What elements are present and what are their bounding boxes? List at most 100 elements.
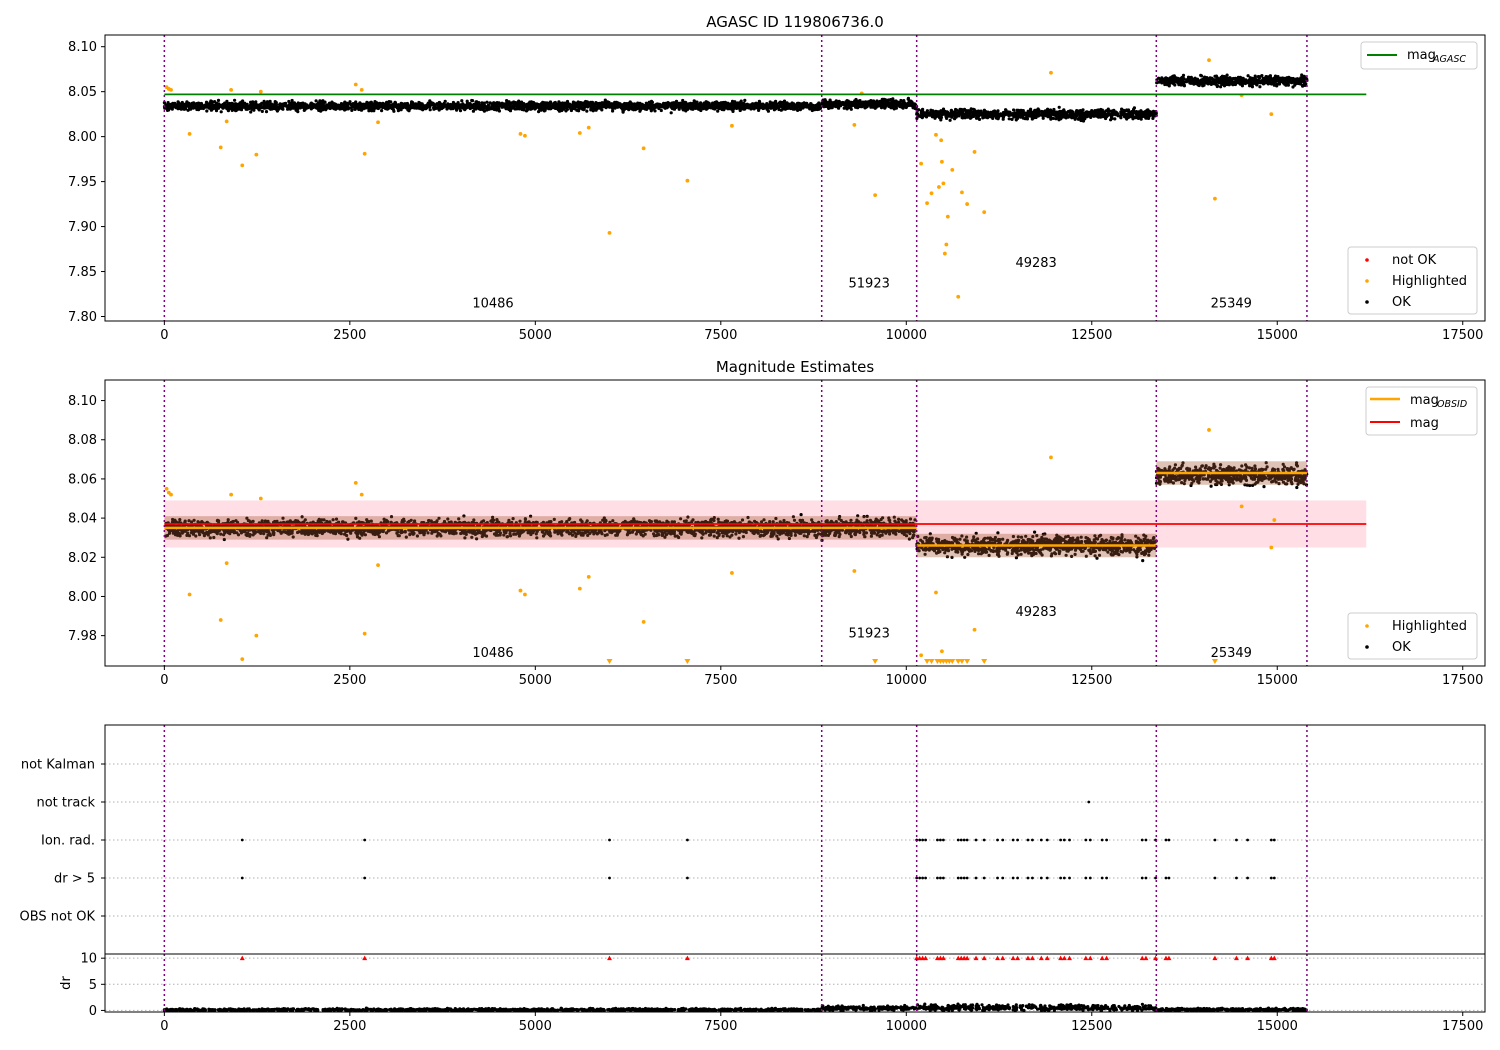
flag-point xyxy=(1026,838,1030,842)
agasc-panel-legend-bottom: not OK Highlighted OK xyxy=(1347,246,1478,315)
flag-point xyxy=(996,838,999,842)
below-range-marker xyxy=(924,659,931,664)
highlighted-point xyxy=(523,592,527,597)
flag-point xyxy=(1164,876,1168,880)
highlighted-point xyxy=(376,120,380,125)
x-tick-label: 12500 xyxy=(1071,328,1112,343)
flag-point xyxy=(686,838,689,842)
x-tick-label: 10000 xyxy=(886,673,927,688)
legend-not-ok-label: not OK xyxy=(1392,253,1437,268)
dr-clipped-marker xyxy=(1029,955,1035,961)
x-tick-label: 0 xyxy=(160,673,168,688)
flag-point xyxy=(941,876,945,880)
flag-point xyxy=(240,838,244,842)
flag-point xyxy=(1011,876,1015,880)
flag-point xyxy=(1154,876,1157,880)
flag-point xyxy=(1272,876,1276,880)
flag-point xyxy=(1059,876,1063,880)
flag-point xyxy=(924,838,927,842)
legend-obsid-label: mag xyxy=(1410,393,1439,408)
flag-point xyxy=(1213,876,1217,880)
flag-point xyxy=(996,876,999,880)
below-range-marker xyxy=(981,659,988,664)
highlighted-point xyxy=(972,627,977,632)
flag-point xyxy=(1039,876,1043,880)
below-range-marker xyxy=(949,659,956,664)
flag-point xyxy=(939,838,942,842)
highlighted-point xyxy=(376,563,380,568)
flag-point xyxy=(956,876,960,880)
highlighted-point xyxy=(577,131,582,135)
dr-panel-frame xyxy=(104,953,1486,1013)
legend-box xyxy=(1347,612,1478,660)
x-tick-label: 7500 xyxy=(704,328,737,343)
dr-clipped-marker xyxy=(684,955,690,961)
x-tick-label: 7500 xyxy=(704,1019,737,1034)
flag-point xyxy=(1045,838,1049,842)
highlighted-point xyxy=(919,161,924,166)
flag-point xyxy=(939,876,942,880)
below-range-marker xyxy=(684,659,691,664)
highlighted-point xyxy=(218,618,223,622)
x-tick-label: 2500 xyxy=(333,328,366,343)
y-tick-label: 7.85 xyxy=(68,265,97,280)
dr-clipped-marker xyxy=(1271,955,1277,961)
y-tick-label: 8.04 xyxy=(68,512,97,527)
highlighted-point xyxy=(1049,455,1053,460)
y-tick-label: 8.02 xyxy=(68,551,97,566)
x-tick-label: 10000 xyxy=(886,1019,927,1034)
legend-ok-marker xyxy=(1365,300,1369,304)
highlighted-point xyxy=(972,150,977,154)
flag-point xyxy=(1088,838,1092,842)
dr-clipped-marker xyxy=(1061,955,1067,961)
flag-point xyxy=(1272,838,1276,842)
x-tick-label: 15000 xyxy=(1257,328,1298,343)
legend-box xyxy=(1360,41,1478,70)
legend-ok-marker xyxy=(1365,645,1369,649)
highlighted-point xyxy=(254,152,259,157)
flag-point xyxy=(982,838,986,842)
highlighted-point xyxy=(873,193,878,197)
flag-point xyxy=(1062,838,1066,842)
flag-point xyxy=(959,876,963,880)
flag-point xyxy=(1144,876,1148,880)
flag-point xyxy=(686,876,689,880)
x-tick-label: 17500 xyxy=(1442,1019,1483,1034)
dr-clipped-marker xyxy=(1044,955,1050,961)
highlighted-point xyxy=(359,87,364,92)
highlighted-point xyxy=(577,586,582,591)
dr-clipped-marker xyxy=(1166,955,1172,961)
below-range-marker xyxy=(606,659,613,664)
magnitude-panel-legend-bottom: Highlighted OK xyxy=(1347,612,1478,660)
below-range-marker xyxy=(964,659,971,664)
highlighted-point xyxy=(224,561,229,566)
flag-point xyxy=(1269,838,1273,842)
below-range-marker xyxy=(1211,659,1218,664)
highlighted-point xyxy=(945,214,950,219)
agasc-panel-frame xyxy=(104,34,1486,322)
highlighted-point xyxy=(1269,545,1274,550)
flag-point xyxy=(1235,876,1238,880)
obsid-label: 10486 xyxy=(472,646,513,661)
dr-clipped-marker xyxy=(1015,955,1021,961)
highlighted-point xyxy=(586,125,591,130)
x-tick-label: 0 xyxy=(160,1019,168,1034)
flag-point xyxy=(608,876,611,880)
dr-clipped-marker xyxy=(362,955,368,961)
x-tick-label: 5000 xyxy=(519,1019,552,1034)
highlighted-point xyxy=(518,588,523,593)
magnitude-panel-legend-top: mag OBSID mag xyxy=(1365,386,1478,436)
y-tick-label: 8.08 xyxy=(68,433,97,448)
dr-clipped-marker xyxy=(973,955,979,961)
legend-highlighted-marker xyxy=(1365,279,1369,283)
legend-box xyxy=(1347,246,1478,315)
legend-mag-label: mag xyxy=(1410,416,1439,431)
highlighted-point xyxy=(641,146,646,151)
x-tick-label: 5000 xyxy=(519,673,552,688)
highlighted-point xyxy=(258,496,263,501)
magnitude-panel-frame xyxy=(104,379,1486,667)
ok-points xyxy=(162,73,1309,123)
legend-highlighted-marker xyxy=(1365,624,1369,628)
flag-point xyxy=(1140,876,1144,880)
